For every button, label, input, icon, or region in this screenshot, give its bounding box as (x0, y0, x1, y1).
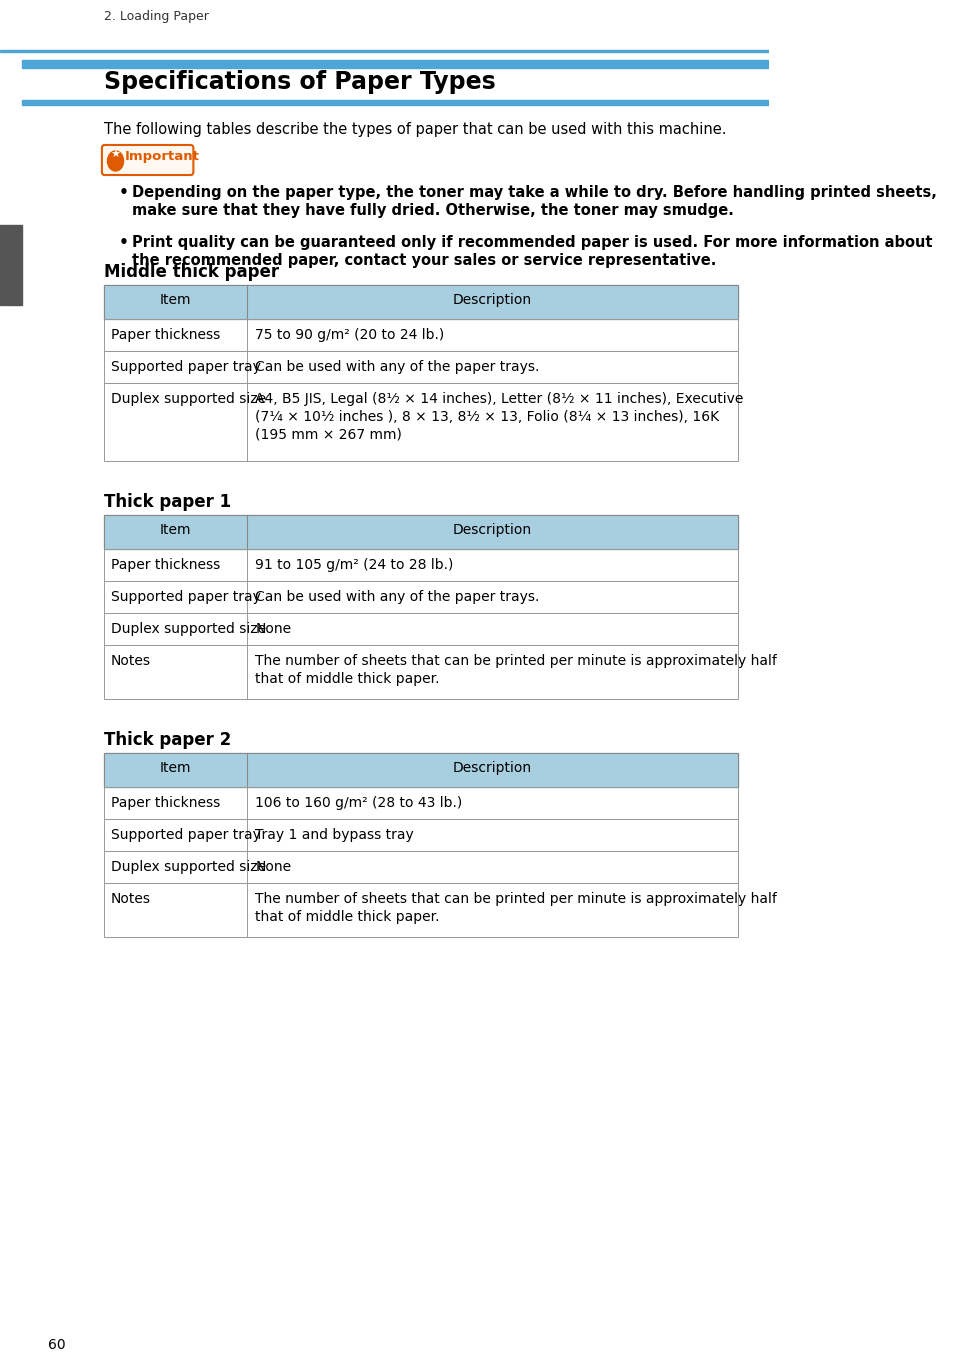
Text: 106 to 160 g/m² (28 to 43 lb.): 106 to 160 g/m² (28 to 43 lb.) (255, 796, 462, 811)
Bar (0, 50, 769, 52)
Text: The number of sheets that can be printed per minute is approximately half: The number of sheets that can be printed… (255, 892, 777, 906)
Bar (105, 320, 738, 351)
Text: Description: Description (453, 292, 532, 307)
Bar (105, 645, 738, 699)
Text: 91 to 105 g/m² (24 to 28 lb.): 91 to 105 g/m² (24 to 28 lb.) (255, 558, 454, 573)
Text: Item: Item (160, 762, 192, 775)
Text: (195 mm × 267 mm): (195 mm × 267 mm) (255, 428, 402, 442)
Text: Thick paper 1: Thick paper 1 (105, 494, 231, 511)
Text: A4, B5 JIS, Legal (8¹⁄₂ × 14 inches), Letter (8¹⁄₂ × 11 inches), Executive: A4, B5 JIS, Legal (8¹⁄₂ × 14 inches), Le… (255, 392, 743, 407)
Bar (105, 549, 738, 581)
Text: Duplex supported size: Duplex supported size (110, 860, 266, 874)
Text: Paper thickness: Paper thickness (110, 558, 220, 573)
Bar (105, 851, 738, 883)
Bar (105, 753, 738, 787)
Text: Can be used with any of the paper trays.: Can be used with any of the paper trays. (255, 360, 540, 374)
Bar (105, 613, 738, 645)
Bar (105, 581, 738, 613)
Bar (22, 60, 769, 68)
Text: the recommended paper, contact your sales or service representative.: the recommended paper, contact your sale… (132, 253, 716, 268)
Bar (105, 645, 738, 699)
Bar (105, 286, 738, 320)
Bar (0, 224, 22, 305)
Circle shape (107, 151, 124, 171)
Bar (22, 101, 769, 105)
Bar (105, 351, 738, 384)
Bar (105, 581, 738, 613)
Text: Description: Description (453, 762, 532, 775)
Bar (105, 515, 738, 549)
Text: The following tables describe the types of paper that can be used with this mach: The following tables describe the types … (105, 122, 727, 137)
Text: Print quality can be guaranteed only if recommended paper is used. For more info: Print quality can be guaranteed only if … (132, 235, 933, 250)
Text: Supported paper tray: Supported paper tray (110, 828, 261, 842)
Text: that of middle thick paper.: that of middle thick paper. (255, 672, 439, 685)
Text: The number of sheets that can be printed per minute is approximately half: The number of sheets that can be printed… (255, 654, 777, 668)
Bar (105, 883, 738, 937)
Bar (105, 515, 738, 549)
Text: 2. Loading Paper: 2. Loading Paper (105, 10, 209, 23)
Text: 75 to 90 g/m² (20 to 24 lb.): 75 to 90 g/m² (20 to 24 lb.) (255, 328, 444, 341)
Text: Duplex supported size: Duplex supported size (110, 392, 266, 407)
Bar (105, 351, 738, 384)
Bar (105, 286, 738, 320)
Text: •: • (119, 235, 129, 250)
Text: None: None (255, 860, 292, 874)
Text: Item: Item (160, 524, 192, 537)
Text: Description: Description (453, 524, 532, 537)
Text: Supported paper tray: Supported paper tray (110, 590, 261, 604)
Text: Specifications of Paper Types: Specifications of Paper Types (105, 69, 496, 94)
Text: Paper thickness: Paper thickness (110, 328, 220, 341)
Text: Item: Item (160, 292, 192, 307)
Bar (105, 819, 738, 851)
Text: 60: 60 (48, 1338, 66, 1352)
Text: Middle thick paper: Middle thick paper (105, 262, 279, 282)
Bar (105, 384, 738, 461)
Text: Notes: Notes (110, 892, 151, 906)
Bar (105, 819, 738, 851)
Bar (105, 613, 738, 645)
Text: Thick paper 2: Thick paper 2 (105, 732, 231, 749)
Text: Tray 1 and bypass tray: Tray 1 and bypass tray (255, 828, 414, 842)
Text: Important: Important (126, 150, 200, 163)
FancyBboxPatch shape (102, 146, 194, 175)
Bar (105, 549, 738, 581)
Text: •: • (119, 185, 129, 200)
Bar (105, 753, 738, 787)
Text: (7¹⁄₄ × 10¹⁄₂ inches ), 8 × 13, 8¹⁄₂ × 13, Folio (8¹⁄₄ × 13 inches), 16K: (7¹⁄₄ × 10¹⁄₂ inches ), 8 × 13, 8¹⁄₂ × 1… (255, 409, 719, 424)
Text: ★: ★ (110, 150, 121, 160)
Text: make sure that they have fully dried. Otherwise, the toner may smudge.: make sure that they have fully dried. Ot… (132, 203, 735, 218)
Text: Duplex supported size: Duplex supported size (110, 622, 266, 636)
Text: Depending on the paper type, the toner may take a while to dry. Before handling : Depending on the paper type, the toner m… (132, 185, 937, 200)
Text: None: None (255, 622, 292, 636)
Text: Can be used with any of the paper trays.: Can be used with any of the paper trays. (255, 590, 540, 604)
Bar (105, 320, 738, 351)
Bar (105, 883, 738, 937)
Text: that of middle thick paper.: that of middle thick paper. (255, 910, 439, 923)
Bar (105, 787, 738, 819)
Text: Notes: Notes (110, 654, 151, 668)
Text: 2: 2 (5, 320, 18, 339)
Bar (105, 787, 738, 819)
Bar (105, 851, 738, 883)
Bar (105, 384, 738, 461)
Text: Supported paper tray: Supported paper tray (110, 360, 261, 374)
Text: Paper thickness: Paper thickness (110, 796, 220, 811)
